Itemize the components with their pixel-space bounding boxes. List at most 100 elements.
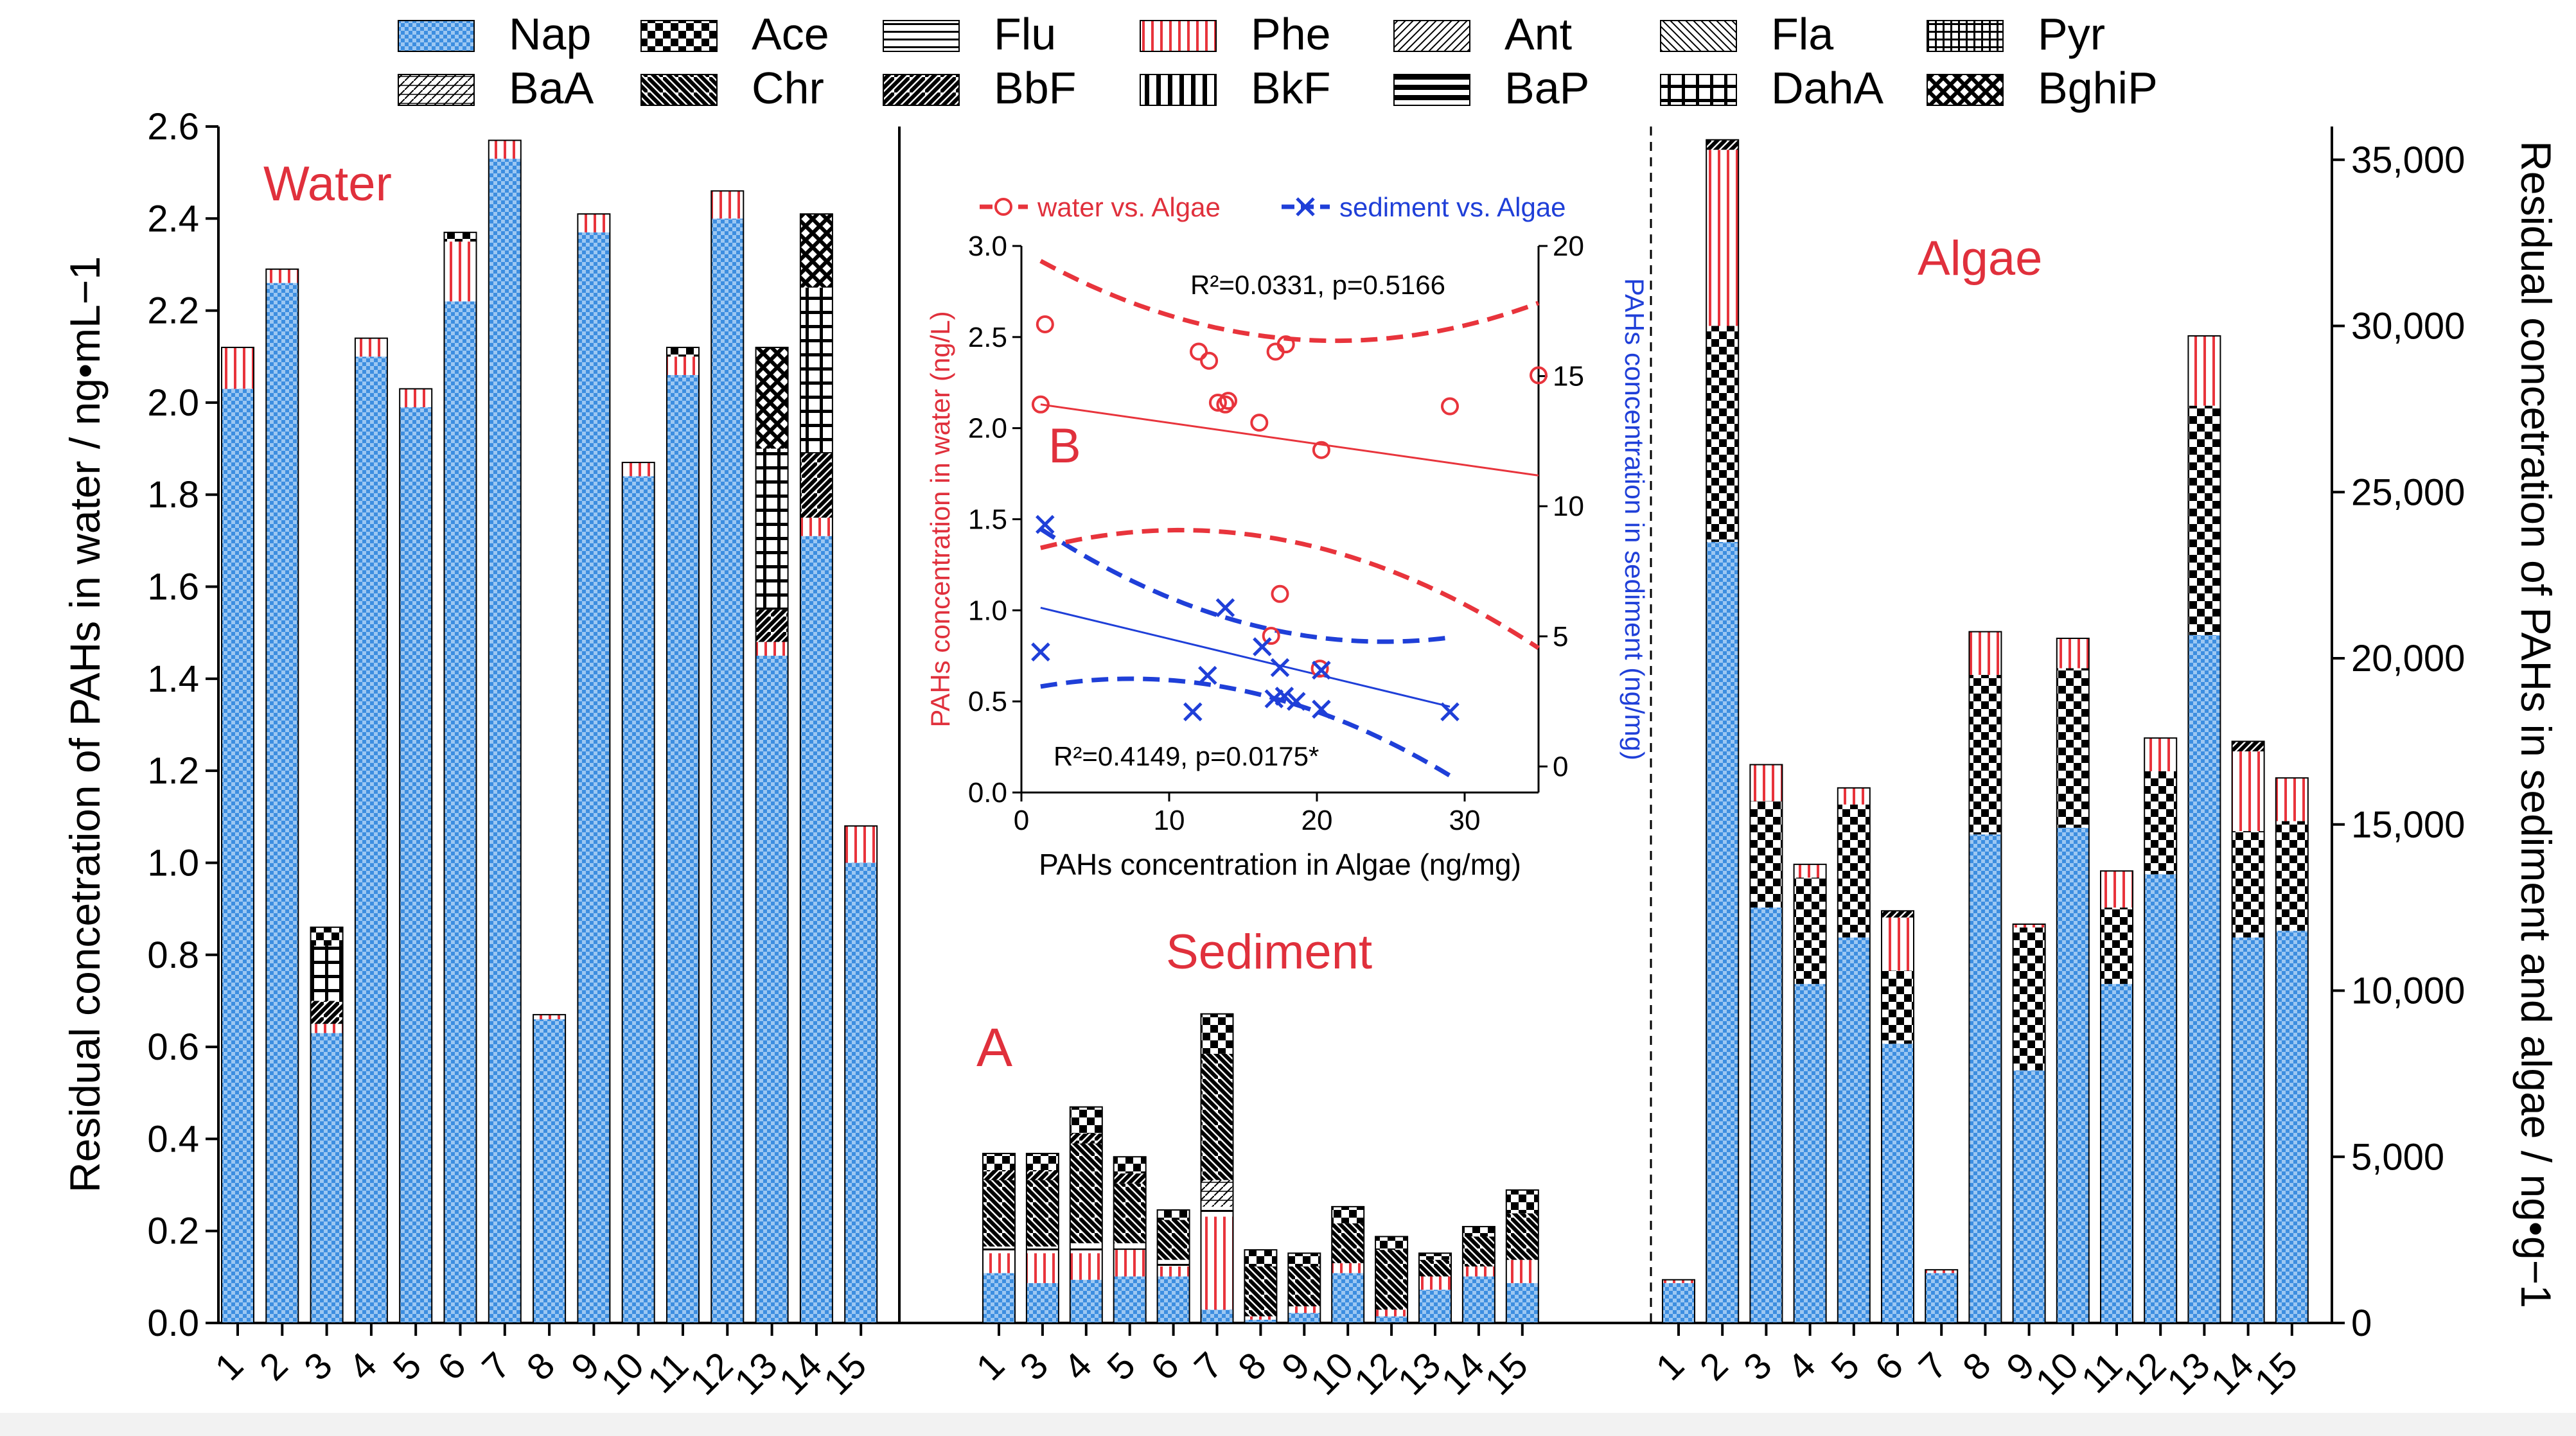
bar-segment-sediment-3-phe: [1026, 1253, 1059, 1283]
x-tick-label-water-15: 15: [816, 1344, 875, 1403]
bar-segment-sediment-3-bbf: [1026, 1169, 1059, 1180]
bar-segment-sediment-15-ace: [1506, 1190, 1539, 1214]
bar-segment-algae-15-phe: [2275, 778, 2308, 821]
bar-marks: Water Sediment A Algae: [221, 139, 2309, 1324]
bar-segment-algae-12-ace: [2144, 771, 2177, 875]
x-tick-label-water-6: 6: [430, 1344, 474, 1388]
bar-segment-algae-8-ace: [1969, 674, 2002, 835]
sediment-point: [1036, 514, 1055, 534]
right-tick-label: 25,000: [2351, 471, 2465, 513]
bar-outline-water-5: [399, 388, 433, 1324]
bar-segment-algae-2-ace: [1706, 326, 1739, 542]
bar-segment-sediment-10-nap: [1332, 1273, 1364, 1323]
sediment-point: [1312, 699, 1331, 719]
bar-segment-sediment-6-nap: [1157, 1276, 1190, 1323]
bar-segment-sediment-14-chr: [1462, 1236, 1495, 1267]
bar-segment-algae-2-bbf: [1706, 139, 1739, 150]
water-point: [1530, 366, 1548, 385]
sediment-point: [1198, 665, 1217, 685]
bar-segment-water-3-nap: [310, 1033, 343, 1323]
bar-segment-sediment-10-chr: [1332, 1223, 1364, 1263]
bar-segment-water-6-ace: [444, 232, 477, 242]
bar-outline-water-12: [710, 190, 745, 1324]
legend-label-nap: Nap: [509, 9, 591, 59]
right-tick-label: 30,000: [2351, 306, 2465, 347]
inset-left-tick-label: 2.0: [968, 413, 1007, 444]
right-tick-label: 5,000: [2351, 1136, 2444, 1178]
inset-left-tick-label: 1.5: [968, 504, 1007, 536]
water-confidence-band: [1040, 527, 1540, 651]
bar-outline-sediment-15: [1505, 1189, 1539, 1324]
bar-segment-water-14-phe: [800, 518, 833, 536]
x-tick-label-algae-5: 5: [1823, 1344, 1867, 1388]
bar-segment-sediment-1-flu: [983, 1246, 1015, 1254]
water-point: [1219, 392, 1237, 410]
right-tick-label: 35,000: [2351, 139, 2465, 181]
bar-outline-algae-15: [2275, 777, 2309, 1324]
bar-segment-sediment-7-baa: [1201, 1180, 1233, 1207]
x-tick-label-water-3: 3: [296, 1344, 340, 1388]
bar-segment-sediment-1-phe: [983, 1253, 1015, 1274]
r2-annotation-sediment: R²=0.4149, p=0.0175*: [1054, 741, 1319, 771]
left-tick-label: 1.6: [147, 566, 199, 608]
bar-outline-algae-9: [2012, 924, 2046, 1324]
bar-segment-sediment-15-nap: [1506, 1283, 1539, 1323]
bar-segment-water-14-daha: [800, 287, 833, 453]
sediment-point: [1183, 702, 1203, 722]
legend-label-flu: Flu: [994, 9, 1056, 59]
left-tick-label: 1.8: [147, 474, 199, 516]
bar-outline-algae-11: [2100, 870, 2133, 1324]
bar-outline-sediment-3: [1025, 1153, 1059, 1324]
bar-segment-sediment-6-chr: [1157, 1220, 1190, 1260]
bar-segment-sediment-13-nap: [1419, 1290, 1451, 1323]
bar-segment-water-13-bbf: [755, 609, 788, 642]
inset-left-tick-label: 2.5: [968, 322, 1007, 353]
bar-segment-algae-4-ace: [1794, 877, 1826, 985]
bar-segment-algae-3-ace: [1750, 801, 1783, 908]
bar-segment-water-11-phe: [667, 356, 699, 375]
bar-segment-sediment-7-flu: [1201, 1206, 1233, 1217]
legend-label-bap: BaP: [1504, 63, 1589, 113]
bar-segment-water-10-nap: [622, 476, 655, 1323]
right-tick-label: 20,000: [2351, 638, 2465, 679]
bar-segment-water-8-phe: [533, 1014, 566, 1020]
bar-outline-algae-8: [1968, 631, 2002, 1324]
legend-swatch-chr: [640, 74, 718, 106]
x-tick-label-sediment-7: 7: [1187, 1344, 1231, 1388]
bar-outline-sediment-7: [1200, 1013, 1234, 1324]
bar-segment-water-9-phe: [578, 214, 610, 232]
bar-segment-algae-4-phe: [1794, 864, 1826, 878]
bar-segment-water-13-phe: [755, 642, 788, 656]
x-tick-label-algae-4: 4: [1779, 1344, 1824, 1388]
bar-segment-algae-11-ace: [2101, 907, 2133, 985]
bar-segment-algae-6-nap: [1882, 1044, 1914, 1323]
bar-segment-sediment-1-bbf: [983, 1169, 1015, 1180]
bar-outline-sediment-14: [1461, 1225, 1495, 1324]
legend-swatch-pyr: [1927, 20, 2004, 52]
bar-segment-sediment-6-phe: [1157, 1266, 1190, 1277]
bar-segment-sediment-5-ace: [1113, 1157, 1146, 1174]
legend-label-daha: DahA: [1771, 63, 1883, 113]
sediment-point: [1253, 637, 1272, 656]
bar-segment-algae-15-nap: [2275, 931, 2308, 1323]
bar-segment-algae-14-nap: [2232, 937, 2264, 1323]
water-point: [1031, 395, 1050, 414]
bar-outline-sediment-12: [1375, 1236, 1409, 1324]
bar-outline-sediment-9: [1287, 1252, 1321, 1324]
bar-segment-sediment-5-nap: [1113, 1276, 1146, 1323]
bar-segment-algae-12-nap: [2144, 874, 2177, 1323]
legend-swatch-phe: [1140, 20, 1217, 52]
legend-swatch-flu: [883, 20, 960, 52]
left-tick-label: 2.6: [147, 106, 199, 148]
bar-segment-sediment-5-phe: [1113, 1250, 1146, 1277]
bar-segment-water-5-phe: [400, 389, 432, 408]
bar-segment-sediment-3-flu: [1026, 1246, 1059, 1254]
left-tick-label: 1.4: [147, 658, 199, 700]
right-tick-label: 0: [2351, 1302, 2372, 1344]
legend-swatch-ant: [1393, 20, 1470, 52]
water-point: [1190, 342, 1208, 361]
legend-swatch-bbf: [883, 74, 960, 106]
inset-right-tick-label: 15: [1553, 361, 1584, 392]
bar-segment-algae-14-phe: [2232, 751, 2264, 832]
x-tick-label-water-8: 8: [519, 1344, 563, 1388]
